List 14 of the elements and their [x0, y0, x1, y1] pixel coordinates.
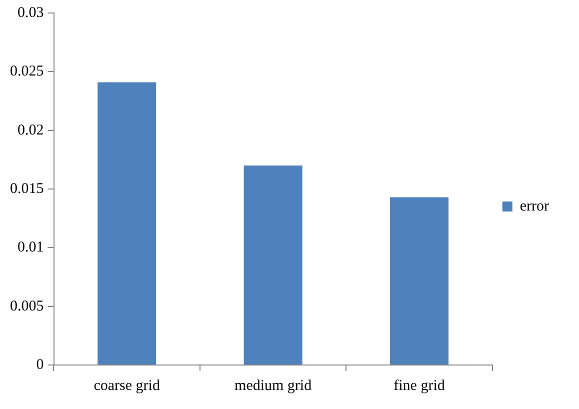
bar — [390, 197, 448, 364]
y-tick-label: 0.015 — [10, 180, 44, 197]
y-tick-label: 0 — [36, 356, 44, 373]
y-tick-label: 0.02 — [18, 122, 44, 138]
y-tick-label: 0.005 — [10, 298, 44, 314]
y-tick-label: 0.03 — [18, 4, 44, 21]
bar — [98, 82, 156, 364]
x-tick-label: fine grid — [394, 378, 446, 394]
y-tick-label: 0.025 — [10, 64, 44, 80]
x-tick-label: coarse grid — [94, 378, 160, 394]
bar — [244, 166, 302, 364]
y-tick-label: 0.01 — [18, 240, 44, 256]
x-tick-label: medium grid — [234, 378, 312, 394]
legend-label: error — [520, 198, 550, 214]
